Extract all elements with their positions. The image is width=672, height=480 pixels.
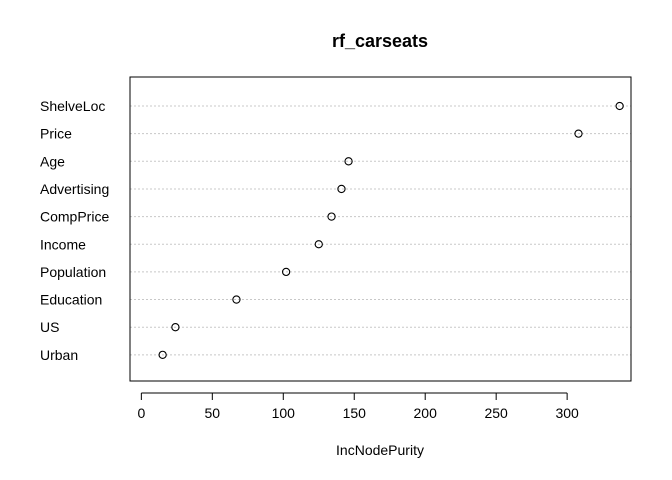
grid-lines — [130, 105, 631, 356]
data-point — [314, 240, 323, 249]
data-point — [327, 212, 336, 221]
category-label: Population — [40, 264, 106, 280]
category-label: Advertising — [40, 181, 109, 197]
data-point — [615, 101, 624, 111]
plot-frame — [129, 76, 632, 382]
x-tick-label: 0 — [137, 405, 145, 421]
data-point — [281, 267, 291, 277]
category-label: Education — [40, 292, 102, 308]
x-tick-label: 300 — [555, 405, 579, 421]
x-tick-label: 100 — [272, 405, 296, 421]
data-point — [171, 323, 180, 332]
x-axis-label: IncNodePurity — [336, 442, 424, 458]
category-label: Urban — [40, 347, 78, 363]
x-axis: 0 50 100 150 200 250 300 — [137, 392, 579, 421]
category-label: Income — [40, 236, 86, 252]
x-tick-label: 200 — [414, 405, 438, 421]
category-label: US — [40, 319, 59, 335]
category-label: Age — [40, 153, 65, 169]
category-label: ShelveLoc — [40, 98, 105, 114]
data-point — [337, 184, 346, 194]
data-point — [574, 129, 583, 138]
chart-title: rf_carseats — [332, 31, 428, 51]
x-tick-label: 250 — [484, 405, 508, 421]
data-points — [158, 101, 624, 359]
data-point — [158, 350, 167, 359]
data-point — [232, 295, 241, 304]
category-label: Price — [40, 126, 72, 142]
data-point — [344, 157, 353, 166]
x-tick-label: 50 — [205, 405, 221, 421]
x-tick-label: 150 — [343, 405, 367, 421]
category-label: CompPrice — [40, 209, 109, 225]
category-labels: ShelveLoc Price Age Advertising CompPrice Inc… — [40, 98, 109, 363]
